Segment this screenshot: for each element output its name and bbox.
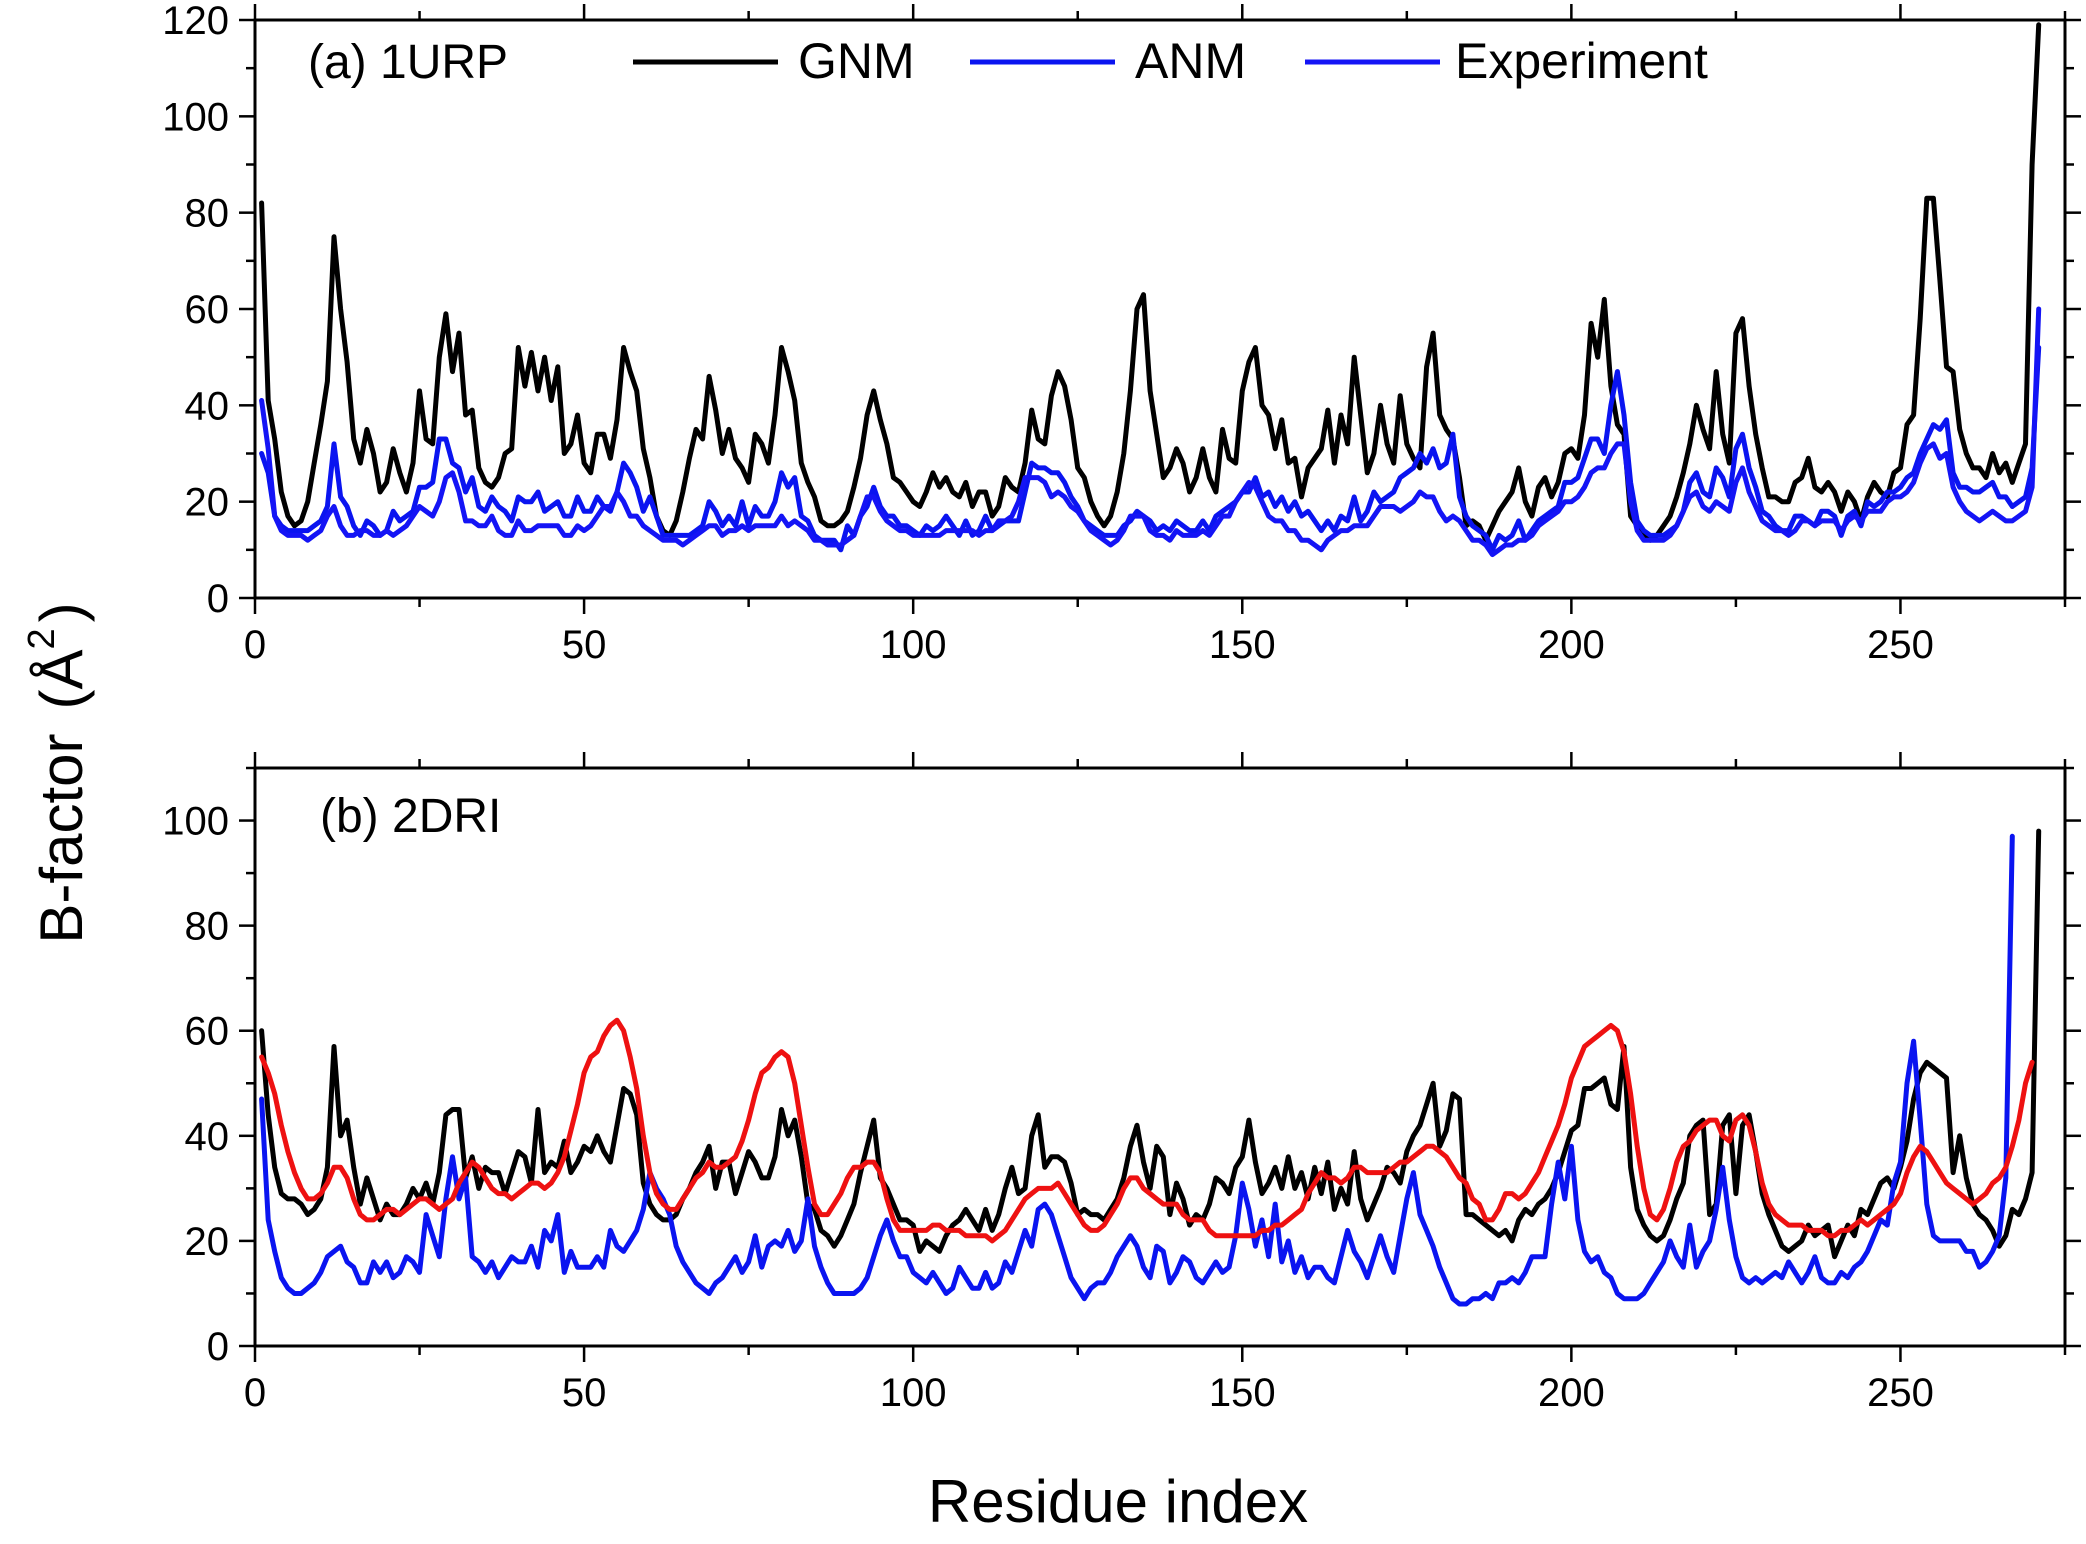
panel-b-frame [253,766,2067,1348]
x-tick-label: 100 [880,623,947,667]
y-axis-title: B-factor (Å2) [21,602,95,943]
y-tick-label: 0 [207,577,229,621]
x-tick-label: 0 [244,1371,266,1415]
x-axis-title: Residue index [928,1468,1308,1535]
panel-b-label: (b) 2DRI [320,790,501,843]
x-tick-label: 250 [1867,623,1934,667]
y-tick-label: 100 [162,95,229,139]
y-tick-label: 80 [185,192,230,236]
y-axis-title-unit-close: ) [28,602,95,622]
y-tick-label: 80 [185,905,230,949]
panel-a-frame [253,18,2067,600]
panel-b-2dri: 0 50 100 150 200 250 0 20 40 60 80 100 (b) 2DRI [162,752,2081,1415]
y-tick-label: 0 [207,1325,229,1369]
x-tick-label: 0 [244,623,266,667]
legend: GNM ANM Experiment [633,33,1708,89]
y-tick-label: 20 [185,1220,230,1264]
y-axis-title-main: B-factor [28,734,95,944]
x-tick-label: 50 [562,623,607,667]
legend-label-gnm: GNM [798,33,915,89]
y-tick-label: 60 [185,288,230,332]
x-tick-label: 50 [562,1371,607,1415]
legend-label-experiment: Experiment [1455,33,1708,89]
y-tick-label: 20 [185,481,230,525]
series-line-anm-panel-b [259,833,2015,1307]
x-tick-label: 100 [880,1371,947,1415]
y-tick-label: 40 [185,1115,230,1159]
series-line-anm-panel-a [259,345,2042,553]
panel-a-ticks: 0 50 100 150 200 250 0 20 40 60 80 100 120 [162,0,2081,667]
y-axis-title-unit-sup: 2 [21,628,63,649]
x-tick-label: 150 [1209,1371,1276,1415]
y-tick-label: 120 [162,0,229,43]
series-line-gnm-panel-a [259,22,2042,543]
y-tick-label: 100 [162,800,229,844]
panel-a-series [259,22,2042,558]
x-tick-label: 150 [1209,623,1276,667]
panel-b-ticks: 0 50 100 150 200 250 0 20 40 60 80 100 [162,752,2081,1415]
x-tick-label: 200 [1538,623,1605,667]
y-tick-label: 40 [185,384,230,428]
series-line-experiment-panel-b [259,1017,2035,1244]
panel-b-series [259,828,2042,1307]
x-tick-label: 250 [1867,1371,1934,1415]
legend-label-anm: ANM [1135,33,1246,89]
x-tick-label: 200 [1538,1371,1605,1415]
y-axis-title-unit: (Å [28,650,95,710]
panel-a-label: (a) 1URP [308,36,508,89]
y-tick-label: 60 [185,1010,230,1054]
series-line-experiment-panel-a [259,306,2042,558]
